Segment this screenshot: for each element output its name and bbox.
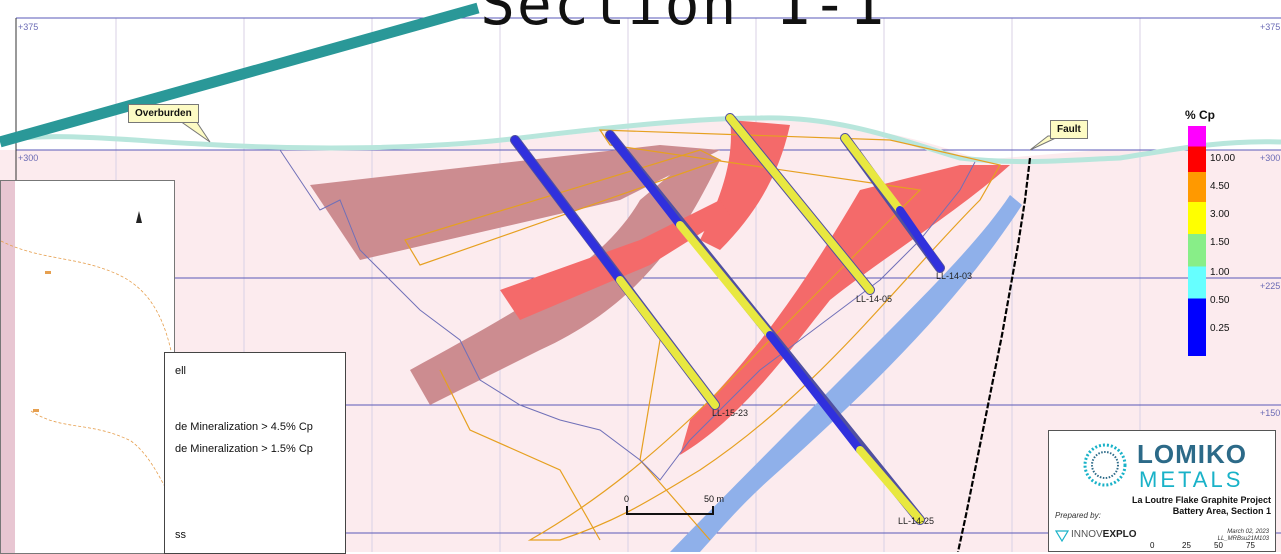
scale-end-label: 50 m — [704, 494, 725, 504]
legend-tick: 1.50 — [1210, 237, 1230, 248]
title-block: LOMIKO METALS La Loutre Flake Graphite P… — [1048, 430, 1276, 552]
boundary-trace — [279, 149, 976, 481]
innovexplo-prefix: INNOV — [1071, 529, 1103, 540]
legend-title: % Cp — [1185, 108, 1215, 122]
project-line: Battery Area, Section 1 — [1172, 506, 1271, 516]
drill-hole-LL-14-05 — [725, 113, 875, 295]
drill-hole-label: LL-14-03 — [936, 271, 973, 281]
legend-color-bar — [1188, 126, 1206, 356]
elevation-label: +375 — [1260, 22, 1281, 32]
map-legend-box: ell de Mineralization > 4.5% Cp de Miner… — [164, 352, 346, 554]
project-line: La Loutre Flake Graphite Project — [1131, 495, 1271, 505]
date-text: March 02, 2023 — [1227, 529, 1269, 535]
innovexplo-logo-icon — [1055, 530, 1069, 542]
overburden-pointer — [178, 120, 211, 143]
legend-tick: 0.50 — [1210, 295, 1230, 306]
lomiko-logo-icon — [1083, 443, 1127, 487]
elevation-label: +300 — [1260, 153, 1281, 163]
high-grade-zone-3 — [500, 200, 730, 320]
drill-hole-LL-15-23 — [510, 135, 720, 410]
project-title: La Loutre Flake Graphite Project Battery… — [1105, 495, 1271, 517]
overburden-callout: Overburden — [128, 104, 199, 123]
low-grade-zone-2 — [410, 150, 720, 405]
scale-bar — [626, 506, 714, 515]
fault-callout: Fault — [1050, 120, 1088, 139]
inset-map-drawing — [1, 181, 174, 553]
legend-item: ell — [175, 365, 187, 377]
bottom-scale-label: 50 — [1214, 541, 1223, 550]
legend-item: de Mineralization > 4.5% Cp — [175, 421, 313, 433]
legend-item: ss — [175, 529, 186, 541]
legend-item: de Mineralization > 1.5% Cp — [175, 443, 313, 455]
reference-text: LL_MRBsu21M103 — [1217, 536, 1269, 542]
legend-tick: 10.00 — [1210, 153, 1236, 164]
drill-hole-label: LL-14-05 — [856, 294, 893, 304]
bottom-scale-label: 75 — [1246, 541, 1255, 550]
legend-tick: 0.25 — [1210, 323, 1230, 334]
drawing-date: March 02, 2023 LL_MRBsu21M103 — [1218, 529, 1269, 543]
scale-start-label: 0 — [624, 494, 630, 504]
fault-line — [956, 157, 1032, 552]
company-name: LOMIKO — [1137, 439, 1247, 469]
high-grade-zone-2 — [680, 165, 1010, 455]
section-title: Section 1-1 — [480, 0, 887, 38]
blue-zone — [670, 195, 1022, 552]
legend-tick: 3.00 — [1210, 209, 1230, 220]
company-subname: METALS — [1139, 467, 1244, 492]
elevation-label: +300 — [18, 153, 39, 163]
elevation-label: +150 — [1260, 408, 1281, 418]
inset-location-map — [0, 180, 175, 554]
legend-tick: 1.00 — [1210, 267, 1230, 278]
bottom-scale-label: 25 — [1182, 541, 1191, 550]
prepared-by-label: Prepared by: — [1055, 511, 1101, 520]
innovexplo-suffix: EXPLO — [1102, 529, 1137, 540]
legend-tick: 4.50 — [1210, 181, 1230, 192]
low-grade-zone-1 — [310, 145, 720, 260]
drill-hole-label: LL-14-25 — [898, 516, 935, 526]
drill-hole-LL-14-03 — [840, 133, 945, 273]
drill-hole-label: LL-15-23 — [712, 408, 749, 418]
grade-legend: % Cp 10.00 4.50 3.00 1.50 1.00 0.50 0.25 — [1185, 108, 1258, 356]
overburden-layer — [0, 115, 1281, 165]
bottom-scale-label: 0 — [1150, 541, 1155, 550]
section-arrow — [0, 2, 480, 148]
innovexplo-name: INNOVEXPLO — [1071, 529, 1137, 540]
elevation-label: +375 — [18, 22, 39, 32]
drill-hole-LL-14-25 — [605, 130, 925, 525]
elevation-label: +225 — [1260, 281, 1281, 291]
